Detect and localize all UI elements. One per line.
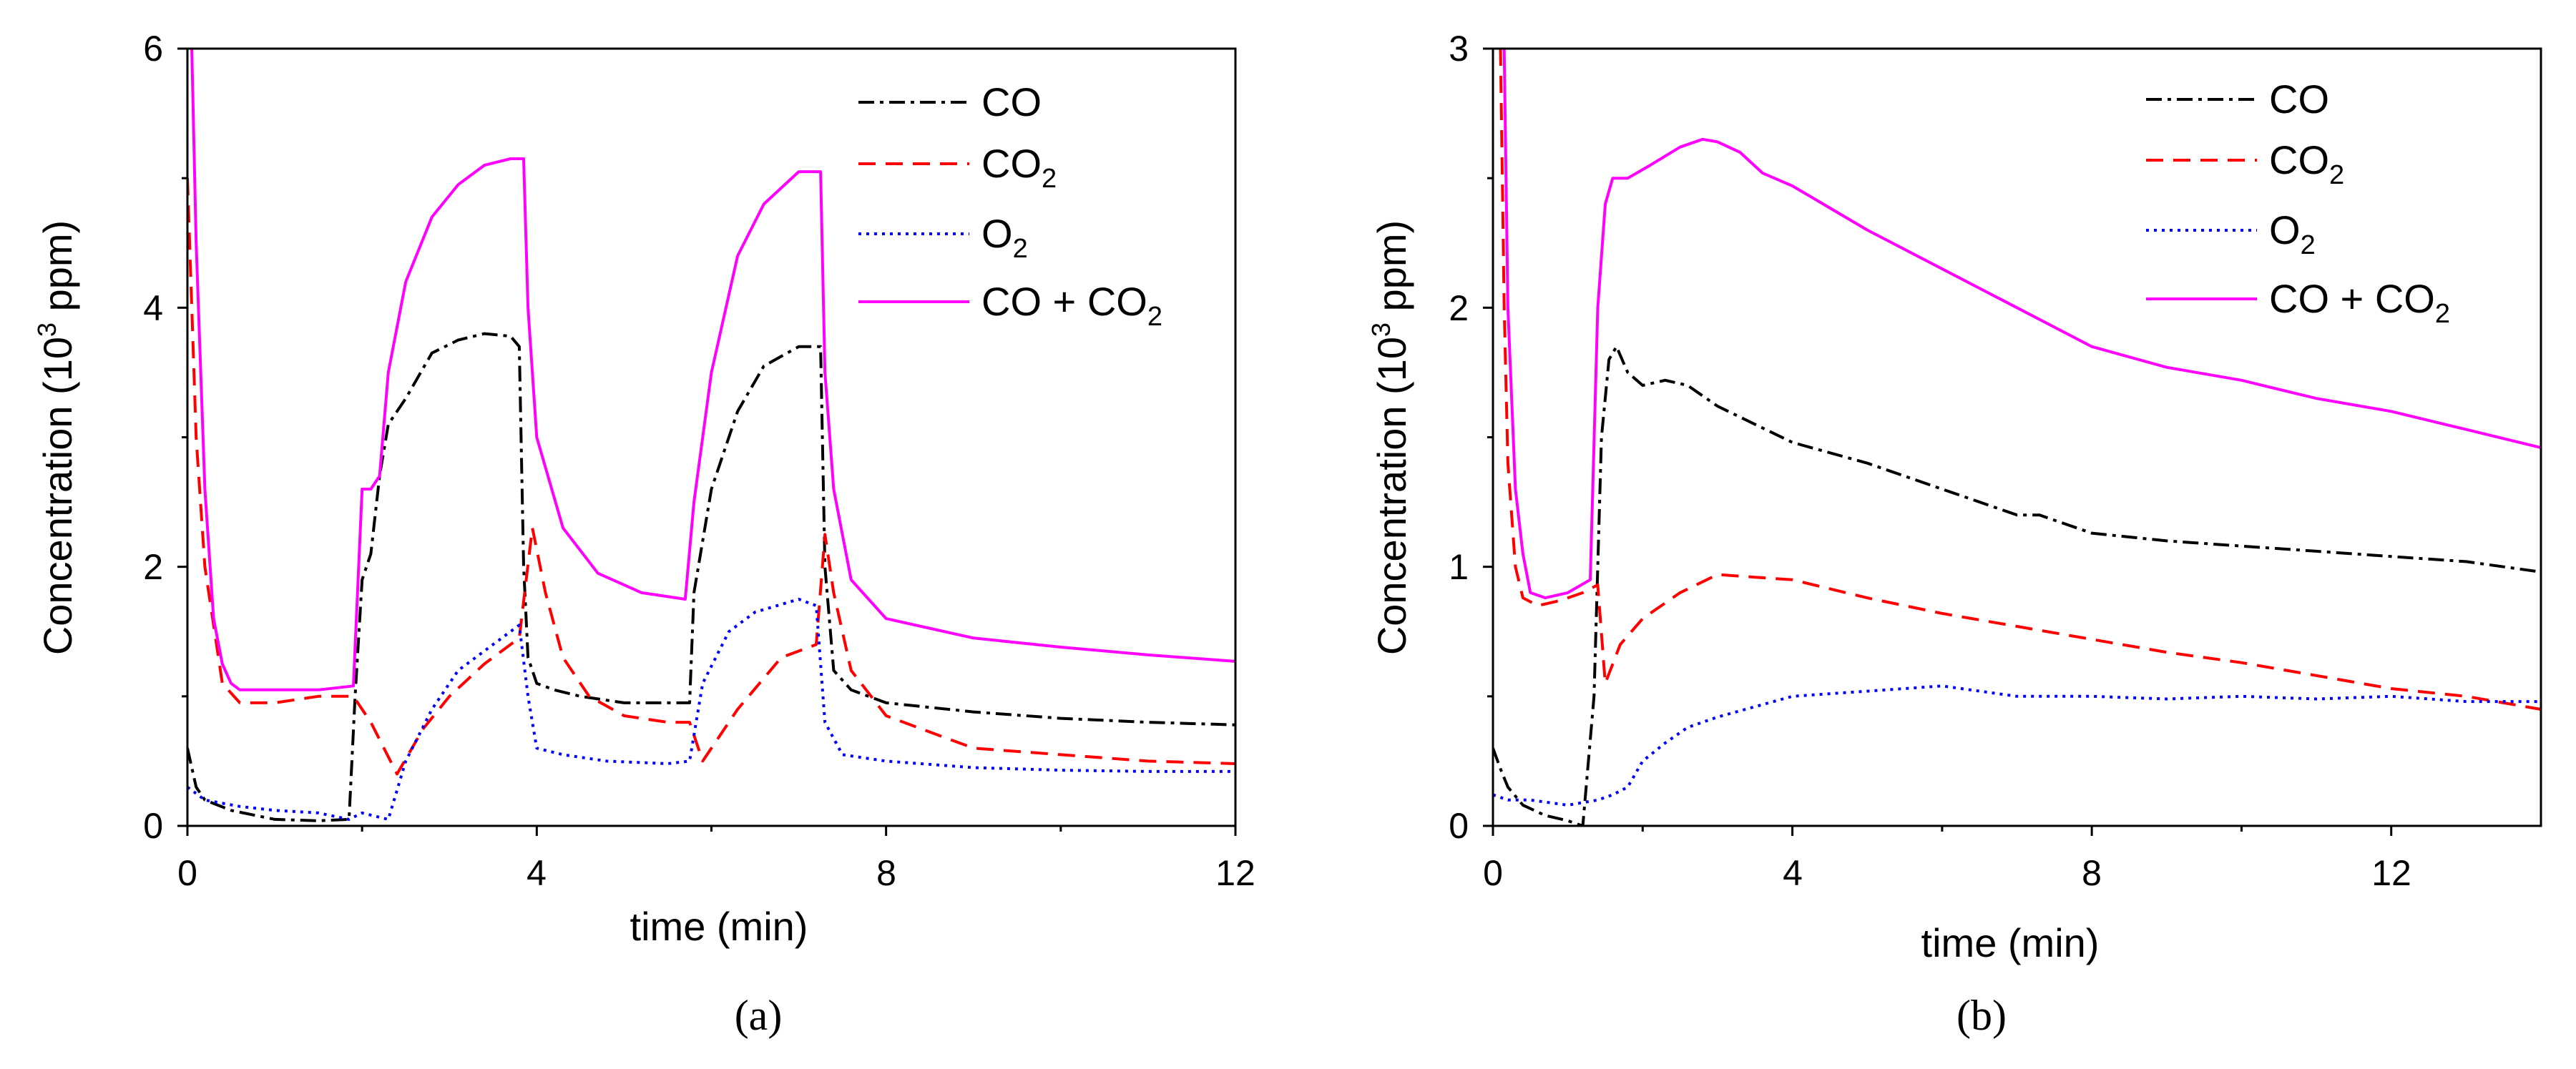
panel-b-series-co2 bbox=[1499, 49, 2541, 711]
panel-a-y-axis-title-main: Concentration (10 bbox=[35, 337, 80, 655]
panel-a-y-axis-title-tail: ppm) bbox=[35, 220, 80, 322]
panel-a-legend-label-co: CO bbox=[981, 79, 1042, 124]
panel-b-ticks bbox=[1483, 47, 2393, 836]
panel-a-ytick-0: 0 bbox=[143, 806, 163, 846]
panel-b-ytick-3: 3 bbox=[1449, 29, 1469, 69]
panel-b-xtick-0: 0 bbox=[1483, 853, 1503, 893]
panel-a-ticks bbox=[177, 47, 1237, 836]
panel-a-legend: CO CO2 O2 CO + CO2 bbox=[858, 79, 1162, 332]
panel-a-series-o2 bbox=[187, 598, 1235, 821]
panel-a-ytick-2: 2 bbox=[143, 547, 163, 587]
panel-b-xtick-8: 8 bbox=[2082, 853, 2102, 893]
panel-b-series-co-co2 bbox=[1502, 49, 2541, 600]
panel-b-caption: (b) bbox=[1957, 992, 2007, 1039]
panel-b-xtick-4: 4 bbox=[1783, 853, 1803, 893]
panel-b-series bbox=[1493, 49, 2541, 826]
panel-a: 0 4 8 12 0 2 4 6 time (min) Concentratio… bbox=[32, 29, 1255, 1039]
panel-a-plot-frame bbox=[186, 47, 1237, 827]
panel-b-y-axis-title-main: Concentration (10 bbox=[1369, 337, 1414, 655]
panel-b-ytick-2: 2 bbox=[1449, 288, 1469, 328]
panel-a-series bbox=[187, 49, 1235, 822]
panel-b-y-axis-title: Concentration (103 ppm) bbox=[1366, 220, 1414, 655]
panel-a-xtick-12: 12 bbox=[1215, 853, 1255, 893]
panel-a-series-co bbox=[187, 332, 1235, 822]
panel-b-legend: CO CO2 O2 CO + CO2 bbox=[2146, 77, 2450, 329]
panel-a-x-axis-title: time (min) bbox=[630, 904, 808, 949]
panel-a-xtick-4: 4 bbox=[527, 853, 547, 893]
panel-b-legend-label-o2: O2 bbox=[2269, 207, 2316, 260]
panel-b-legend-label-co: CO bbox=[2269, 77, 2329, 122]
panel-a-legend-label-co-co2: CO + CO2 bbox=[981, 279, 1162, 332]
panel-a-y-axis-title-sup: 3 bbox=[32, 322, 62, 337]
panel-b-series-o2 bbox=[1493, 684, 2541, 807]
panel-b-ytick-0: 0 bbox=[1449, 806, 1469, 846]
panel-b-xtick-12: 12 bbox=[2371, 853, 2411, 893]
panel-b-x-axis-title: time (min) bbox=[1921, 920, 2100, 965]
panel-b-series-co bbox=[1493, 345, 2541, 826]
panel-a-ytick-4: 4 bbox=[143, 288, 163, 328]
panel-a-legend-label-co2: CO2 bbox=[981, 141, 1057, 194]
panel-a-caption: (a) bbox=[735, 992, 783, 1039]
panel-a-series-co-co2 bbox=[190, 49, 1235, 691]
panel-a-series-co2 bbox=[187, 178, 1235, 776]
panel-b-y-axis-title-tail: ppm) bbox=[1369, 220, 1414, 322]
panel-b-ytick-1: 1 bbox=[1449, 547, 1469, 587]
panel-a-y-axis-title: Concentration (103 ppm) bbox=[32, 220, 80, 655]
panel-b-legend-label-co-co2: CO + CO2 bbox=[2269, 276, 2450, 329]
panel-b-legend-label-co2: CO2 bbox=[2269, 137, 2344, 190]
panel-a-xtick-0: 0 bbox=[177, 853, 197, 893]
panel-b: 0 4 8 12 0 1 2 3 time (min) Concentratio… bbox=[1366, 29, 2542, 1039]
panel-a-xtick-8: 8 bbox=[876, 853, 896, 893]
panel-a-ytick-6: 6 bbox=[143, 29, 163, 69]
panel-b-y-axis-title-sup: 3 bbox=[1366, 322, 1396, 337]
panel-a-legend-label-o2: O2 bbox=[981, 211, 1028, 264]
